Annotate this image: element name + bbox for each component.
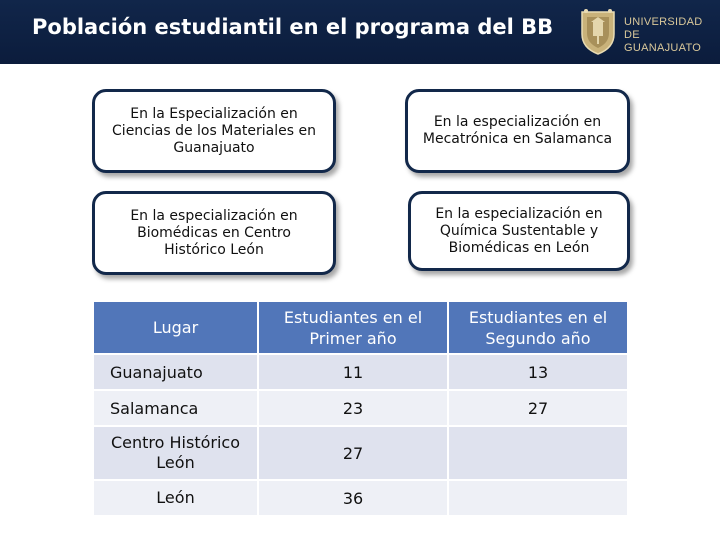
table-row: Centro Histórico León 27	[94, 427, 629, 481]
cell-primer-ano: 11	[259, 355, 449, 391]
program-card-text: En la especialización en Biomédicas en C…	[130, 207, 298, 258]
program-card-mecatronica: En la especialización en Mecatrónica en …	[405, 89, 630, 173]
header-bar: Población estudiantil en el programa del…	[0, 0, 720, 64]
cell-segundo-ano	[449, 481, 629, 517]
program-card-text: En la Especialización en Ciencias de los…	[112, 105, 316, 156]
cell-segundo-ano: 13	[449, 355, 629, 391]
table-header-row: Lugar Estudiantes en el Primer año Estud…	[94, 302, 629, 355]
cell-primer-ano: 27	[259, 427, 449, 481]
logo-text: UNIVERSIDAD DE GUANAJUATO	[624, 16, 714, 55]
program-card-text: En la especialización en Mecatrónica en …	[422, 114, 613, 147]
cell-lugar: Guanajuato	[94, 355, 259, 391]
program-card-materiales: En la Especialización en Ciencias de los…	[92, 89, 336, 173]
column-header-segundo-ano: Estudiantes en el Segundo año	[449, 302, 629, 355]
column-header-lugar: Lugar	[94, 302, 259, 355]
table-row: Salamanca 23 27	[94, 391, 629, 427]
student-population-table: Lugar Estudiantes en el Primer año Estud…	[94, 302, 629, 517]
cell-lugar: Salamanca	[94, 391, 259, 427]
page-title: Población estudiantil en el programa del…	[32, 15, 554, 39]
cell-primer-ano: 36	[259, 481, 449, 517]
university-seal-icon	[581, 9, 615, 55]
program-card-text: En la especialización en Química Sustent…	[435, 205, 603, 256]
cell-lugar: Centro Histórico León	[94, 427, 259, 481]
logo-line-1: UNIVERSIDAD DE	[624, 16, 703, 41]
cell-segundo-ano: 27	[449, 391, 629, 427]
column-header-primer-ano: Estudiantes en el Primer año	[259, 302, 449, 355]
table-row: León 36	[94, 481, 629, 517]
cell-lugar: León	[94, 481, 259, 517]
logo-line-2: GUANAJUATO	[624, 42, 702, 54]
cell-segundo-ano	[449, 427, 629, 481]
program-card-biomedicas: En la especialización en Biomédicas en C…	[92, 191, 336, 275]
table-row: Guanajuato 11 13	[94, 355, 629, 391]
university-logo: UNIVERSIDAD DE GUANAJUATO	[578, 6, 714, 58]
cell-primer-ano: 23	[259, 391, 449, 427]
program-card-quimica: En la especialización en Química Sustent…	[408, 191, 630, 271]
